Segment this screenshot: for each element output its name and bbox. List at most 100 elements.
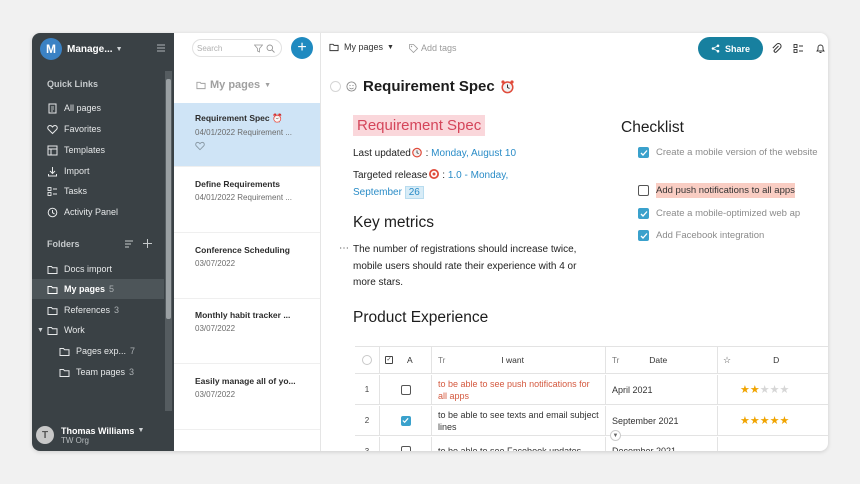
sidebar-scrollbar[interactable] [165,71,172,411]
emoji-picker-icon[interactable] [346,81,357,92]
sidebar-item-templates[interactable]: Templates [32,140,164,160]
date-cell[interactable]: December 2021 [605,437,717,451]
column-header-i-want[interactable]: Tr I want [431,347,605,373]
page-list-item[interactable]: Easily manage all of yo... 03/07/2022 [174,366,320,430]
sidebar-item-import[interactable]: Import [32,161,164,181]
tag-icon [409,43,418,53]
sidebar-item-tasks[interactable]: Tasks [32,181,164,201]
drag-handle-icon[interactable]: ⋯ [339,243,350,254]
checklist-item[interactable]: Create a mobile version of the website [638,145,818,160]
sidebar-item-team-pages[interactable]: Team pages 3 [32,362,164,382]
user-menu[interactable]: T Thomas Williams ▼ TW Org [32,419,174,451]
table-row[interactable]: 2 to be able to see texts and email subj… [355,406,828,436]
expand-row-icon[interactable]: ▼ [610,430,621,441]
checkmark-icon [640,232,647,239]
sidebar-item-activity-panel[interactable]: Activity Panel [32,202,164,222]
i-want-cell[interactable]: to be able to see texts and email subjec… [431,406,605,435]
checkbox-checked[interactable] [638,147,649,158]
select-all-radio[interactable] [362,355,372,365]
date-cell[interactable]: April 2021 [605,375,717,404]
collapse-sidebar-icon[interactable] [156,43,166,53]
page-list-item[interactable]: Requirement Spec ⏰ 04/01/2022 Requiremen… [174,103,320,167]
bell-icon[interactable] [815,43,826,54]
share-button[interactable]: Share [698,37,763,60]
checkbox-checked[interactable] [638,230,649,241]
checkbox-checked[interactable] [638,208,649,219]
star-icon[interactable]: ★ [769,415,780,427]
rating-cell[interactable] [717,437,828,451]
star-icon[interactable]: ★ [779,415,790,427]
checklist-item[interactable]: Create a mobile-optimized web ap [638,206,800,221]
search-box[interactable] [192,39,282,57]
star-icon[interactable]: ★ [749,415,760,427]
add-tags-button[interactable]: Add tags [409,43,457,53]
page-list-folder-header[interactable]: My pages ▼ [196,79,271,91]
page-list-item[interactable]: Conference Scheduling 03/07/2022 [174,235,320,299]
i-want-cell[interactable]: to be able to see push notifications for… [431,375,605,404]
sidebar-item-pages-export[interactable]: Pages exp... 7 [32,341,164,361]
checkbox-unchecked[interactable] [400,446,411,451]
targeted-month-link[interactable]: September [353,186,402,198]
sidebar-item-favorites[interactable]: Favorites [32,119,164,139]
date-cell[interactable]: September 2021 [605,406,717,435]
sort-icon[interactable] [124,239,134,249]
add-folder-icon[interactable] [142,238,153,249]
star-icon[interactable]: ★ [759,384,770,396]
sidebar-item-docs-import[interactable]: Docs import [32,259,164,279]
outline-icon[interactable] [793,43,804,54]
sidebar-item-work[interactable]: ▼ Work [32,320,164,340]
row-number: 3 [364,446,370,452]
checkbox-cell[interactable] [379,375,431,404]
star-icon[interactable]: ★ [769,384,780,396]
filter-icon[interactable] [254,44,263,53]
sidebar-item-my-pages[interactable]: My pages 5 [32,279,164,299]
checkbox-checked[interactable] [400,415,411,426]
heart-icon[interactable] [195,141,205,151]
sidebar-item-label: Favorites [64,124,102,134]
templates-icon [47,145,58,155]
row-number: 1 [364,385,370,394]
column-header-a[interactable]: ✓ A [379,347,431,373]
table-row[interactable]: 1 to be able to see push notifications f… [355,375,828,405]
select-all-cell[interactable] [355,347,379,373]
status-circle-icon[interactable] [330,81,341,92]
page-item-subtitle: 04/01/2022 Requirement ... [195,128,292,137]
sidebar-item-label: References [64,305,111,315]
column-header-d[interactable]: ☆ D [717,347,828,373]
checkbox-unchecked[interactable] [638,185,649,196]
checkbox-cell[interactable] [379,437,431,451]
checklist-item[interactable]: Add push notifications to all apps [638,183,795,198]
quick-links-label: Quick Links [47,79,99,89]
rating-cell[interactable]: ★ ★ ★ ★ ★ [717,406,828,435]
sidebar-item-references[interactable]: References 3 [32,300,164,320]
search-icon[interactable] [266,44,275,53]
star-icon[interactable]: ★ [779,384,790,396]
rating-cell[interactable]: ★ ★ ★ ★ ★ [717,375,828,404]
page-list-item[interactable]: Define Requirements 04/01/2022 Requireme… [174,169,320,233]
checklist-item[interactable]: Add Facebook integration [638,228,764,243]
page-list-item[interactable]: Monthly habit tracker ... 03/07/2022 [174,300,320,364]
i-want-cell[interactable]: to be able to see Facebook updates [431,437,605,451]
expand-caret-icon[interactable]: ▼ [37,326,44,334]
star-icon[interactable]: ★ [740,384,750,396]
page-title[interactable]: Requirement Spec [330,78,515,95]
table-row[interactable]: 3 to be able to see Facebook updates Dec… [355,437,828,451]
attachment-icon[interactable] [771,43,782,54]
checkbox-unchecked[interactable] [400,384,411,395]
workspace-switcher[interactable]: M Manage... ▼ [40,37,166,61]
add-page-button[interactable]: + [291,37,313,59]
star-icon[interactable]: ★ [740,415,750,427]
breadcrumb[interactable]: My pages ▼ [329,42,394,52]
checkbox-cell[interactable] [379,406,431,435]
scrollbar-thumb[interactable] [166,79,171,319]
star-icon[interactable]: ★ [759,415,770,427]
search-input[interactable] [197,43,251,53]
column-header-date[interactable]: Tr Date [605,347,717,373]
row-number: 2 [364,416,370,425]
star-icon[interactable]: ★ [749,384,760,396]
last-updated-date-link[interactable]: Monday, August 10 [431,148,517,159]
sidebar-item-all-pages[interactable]: All pages [32,98,164,118]
folder-icon [47,326,58,335]
date-badge[interactable]: 26 [404,185,424,199]
targeted-release-link[interactable]: 1.0 - Monday, [447,170,509,181]
